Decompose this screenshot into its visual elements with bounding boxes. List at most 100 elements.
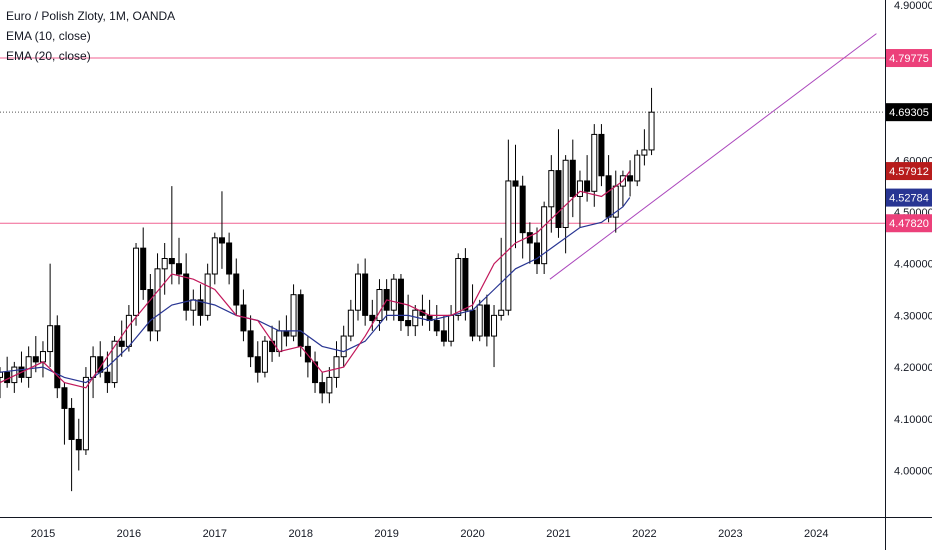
ema20-legend[interactable]: EMA (20, close) [6, 49, 91, 63]
candle-body [82, 376, 89, 451]
ema20-tag-bg [886, 188, 932, 207]
candle-body [290, 294, 297, 337]
x-tick-label: 2016 [117, 528, 141, 540]
candle-body [397, 278, 404, 322]
candle-body [598, 133, 605, 177]
candle-body [483, 304, 490, 337]
candle-body [183, 273, 190, 311]
y-tick-label: 4.20000 [894, 362, 932, 374]
candle-body [211, 237, 218, 275]
candle-body [340, 335, 347, 358]
horizontal-levels[interactable] [0, 57, 885, 224]
candle-body [584, 180, 591, 192]
candle-body [491, 314, 498, 337]
x-tick-label: 2023 [718, 528, 742, 540]
y-tick-label: 4.10000 [894, 414, 932, 426]
candle-body [576, 180, 583, 197]
x-tick-label: 2019 [374, 528, 398, 540]
candle-body [433, 320, 440, 332]
level-tag-lower-bg [886, 214, 932, 233]
y-tick-label: 4.90000 [894, 0, 932, 12]
candle-body [4, 371, 11, 384]
trendline-group[interactable] [549, 33, 877, 280]
candle-body [405, 320, 412, 327]
level-tag-lower: 4.47820 [889, 218, 929, 230]
candle-body [190, 299, 197, 311]
ema20-line [0, 197, 631, 384]
candle-body [569, 159, 576, 197]
price-axis[interactable]: 4.900004.800004.700004.600004.500004.400… [894, 0, 932, 477]
candle-body [75, 438, 82, 451]
y-tick-label: 4.40000 [894, 259, 932, 271]
candle-body [47, 325, 54, 353]
candle-body [312, 361, 319, 384]
x-tick-label: 2022 [632, 528, 656, 540]
candle-body [226, 242, 233, 275]
candle-body [319, 382, 326, 394]
ema10-tag: 4.57912 [889, 166, 929, 178]
ema20-tag: 4.52784 [889, 193, 929, 205]
candle-body [390, 278, 397, 311]
candle-body [512, 180, 519, 187]
candle-body [519, 185, 526, 234]
candle-body [25, 356, 32, 378]
candle-body [498, 309, 505, 316]
candle-body [555, 170, 562, 228]
candle-body [448, 314, 455, 342]
legend: Euro / Polish Zloty, 1M, OANDA EMA (10, … [6, 6, 175, 66]
candle-body [548, 170, 555, 208]
candle-body [161, 258, 168, 270]
candle-body [297, 294, 304, 347]
candle-body [376, 289, 383, 322]
x-tick-label: 2021 [546, 528, 570, 540]
candle-body [147, 289, 154, 332]
candle-body [526, 232, 533, 244]
candle-body [634, 154, 641, 182]
candle-body [326, 376, 333, 394]
candle-body [562, 159, 569, 228]
candle-body [440, 330, 447, 342]
candle-body [354, 273, 362, 311]
ema10-line [0, 170, 631, 389]
candle-body [218, 237, 225, 244]
candle-body [104, 371, 111, 384]
level-tag-upper: 4.79775 [889, 53, 929, 65]
candle-body [648, 111, 655, 151]
x-tick-label: 2018 [288, 528, 312, 540]
x-tick-label: 2017 [203, 528, 227, 540]
trendline [549, 33, 877, 280]
symbol-title[interactable]: Euro / Polish Zloty, 1M, OANDA [6, 9, 176, 23]
time-axis[interactable]: 2015 2016 2017 2018 2019 2020 2021 2022 2023 2024 [31, 528, 829, 540]
candle-body [469, 309, 476, 337]
candle-body [154, 268, 161, 332]
x-tick-label: 2015 [31, 528, 55, 540]
candle-body [591, 133, 598, 192]
candle-body [233, 273, 240, 306]
candle-body [541, 206, 548, 265]
candle-body [505, 180, 512, 311]
candle-body [462, 258, 469, 311]
candle-body [204, 273, 211, 316]
price-tags: 4.79775 4.69305 4.57912 4.52784 4.47820 [886, 49, 932, 233]
candle-body [627, 175, 634, 182]
level-tag-upper-bg [886, 49, 932, 68]
candle-body [0, 371, 4, 378]
candle-body [455, 258, 462, 316]
ema-lines [0, 170, 631, 389]
candle-body [247, 330, 254, 358]
ema10-legend[interactable]: EMA (10, close) [6, 29, 91, 43]
candle-body [362, 273, 369, 316]
candle-body [347, 309, 354, 337]
x-tick-label: 2020 [460, 528, 484, 540]
candle-body [333, 356, 340, 378]
last-price-tag: 4.69305 [889, 107, 929, 119]
candle-body [175, 263, 183, 275]
candle-body [605, 175, 612, 218]
candle-body [533, 242, 540, 265]
candle-body [118, 340, 125, 347]
candle-body [261, 340, 268, 373]
candle-body [39, 351, 46, 363]
candle-body [283, 330, 290, 337]
